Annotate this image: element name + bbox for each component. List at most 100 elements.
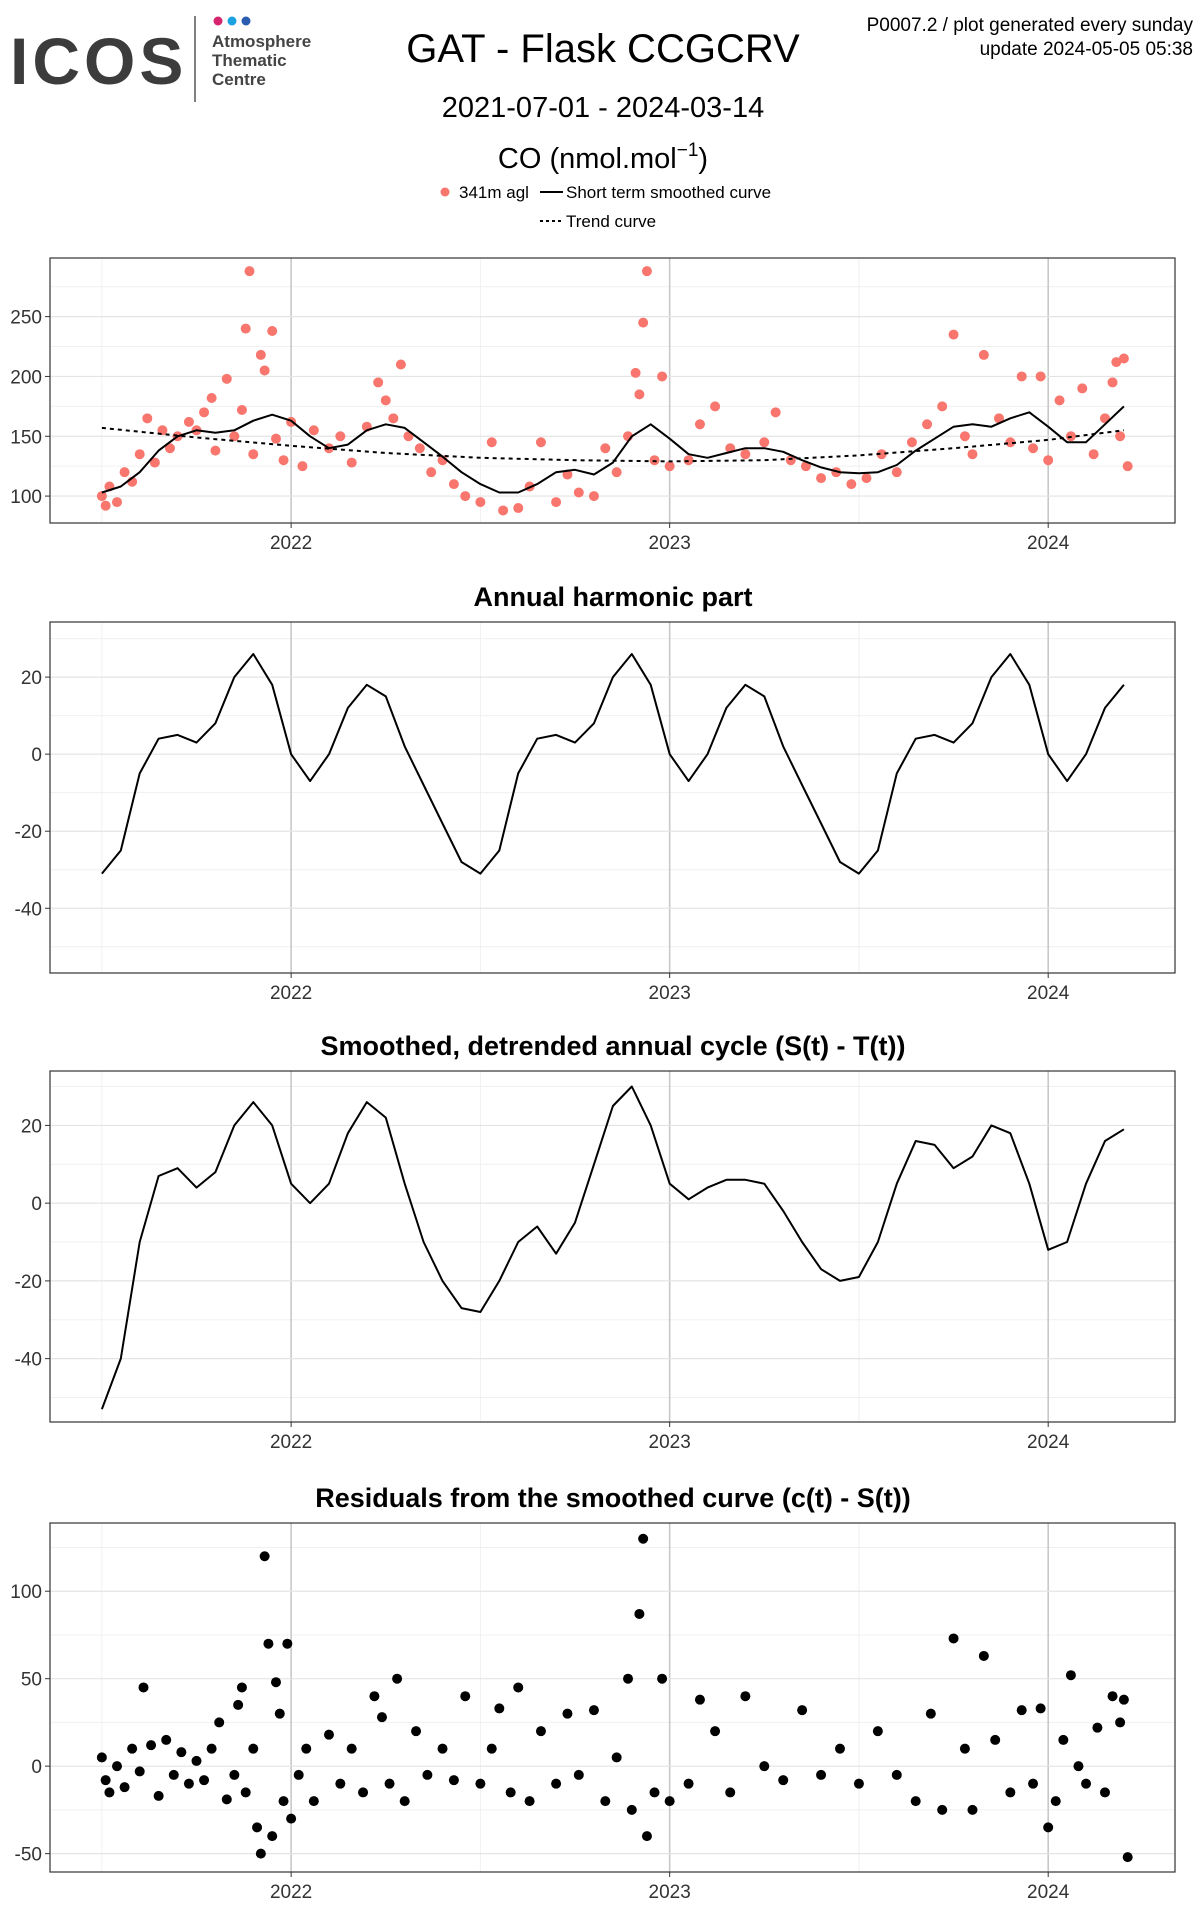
data-point — [853, 1778, 864, 1789]
data-point — [1035, 1703, 1046, 1714]
data-point — [1073, 1761, 1084, 1772]
y-tick-label: 200 — [10, 367, 42, 388]
x-tick-label: 2024 — [1027, 533, 1070, 554]
data-point — [588, 491, 599, 502]
data-point — [1122, 1852, 1133, 1863]
data-point — [1118, 353, 1129, 364]
data-point — [759, 437, 770, 448]
data-point — [486, 1743, 497, 1754]
data-point — [562, 1708, 573, 1719]
data-point — [448, 479, 459, 490]
data-point — [948, 1633, 959, 1644]
data-point — [112, 1761, 123, 1772]
data-point — [335, 1778, 346, 1789]
data-point — [623, 1673, 634, 1684]
data-point — [626, 1804, 637, 1815]
logo-dot — [241, 16, 251, 26]
data-point — [1107, 377, 1118, 388]
data-point — [199, 1775, 210, 1786]
data-point — [634, 1608, 645, 1619]
data-point — [146, 1740, 157, 1751]
data-point — [335, 431, 346, 442]
data-point — [551, 1778, 562, 1789]
x-tick-label: 2023 — [649, 533, 691, 554]
data-point — [649, 455, 660, 466]
y-tick-label: 250 — [10, 308, 42, 329]
data-point — [925, 1708, 936, 1719]
x-tick-label: 2024 — [1027, 1432, 1070, 1453]
logo: ICOS — [10, 24, 187, 98]
data-point — [255, 1848, 266, 1859]
y-tick-label: -40 — [15, 899, 42, 920]
data-point — [505, 1787, 516, 1798]
data-point — [834, 1743, 845, 1754]
curve-line — [101, 405, 1125, 494]
data-point — [778, 1775, 789, 1786]
data-point — [657, 371, 668, 382]
data-point — [346, 1743, 357, 1754]
y-tick-label: -40 — [15, 1350, 42, 1371]
data-point — [694, 419, 705, 430]
data-point — [906, 437, 917, 448]
data-point — [740, 449, 751, 460]
data-point — [1092, 1722, 1103, 1733]
plot-border — [49, 257, 1176, 524]
data-point — [710, 1726, 721, 1737]
data-point — [244, 266, 255, 277]
data-point — [267, 325, 278, 336]
plot-border — [49, 1522, 1176, 1873]
data-point — [800, 461, 811, 472]
legend-label: Short term smoothed curve — [566, 183, 771, 202]
data-point — [1088, 449, 1099, 460]
data-point — [358, 1787, 369, 1798]
data-point — [100, 1775, 111, 1786]
data-point — [369, 1691, 380, 1702]
data-point — [710, 401, 721, 412]
data-point — [96, 491, 107, 502]
data-point — [221, 1794, 232, 1805]
data-point — [664, 461, 675, 472]
data-point — [119, 467, 130, 478]
data-point — [270, 433, 281, 444]
data-point — [891, 467, 902, 478]
data-point — [183, 1778, 194, 1789]
data-point — [494, 1703, 505, 1714]
logo-dot — [227, 16, 237, 26]
plot-background — [50, 1523, 1175, 1872]
data-point — [937, 401, 948, 412]
x-tick-label: 2022 — [270, 533, 312, 554]
data-point — [176, 1747, 187, 1758]
curve-line — [100, 1085, 1125, 1410]
data-point — [1099, 1787, 1110, 1798]
data-point — [282, 1638, 293, 1649]
chart-subtitle: 2021-07-01 - 2024-03-14 — [442, 92, 764, 124]
data-point — [1118, 1694, 1129, 1705]
plot-background — [50, 258, 1175, 523]
data-point — [600, 443, 611, 454]
curve-line — [101, 653, 1125, 875]
data-point — [388, 413, 399, 424]
data-point — [1016, 1705, 1027, 1716]
data-point — [199, 407, 210, 418]
data-point — [1115, 1717, 1126, 1728]
data-point — [770, 407, 781, 418]
data-point — [346, 457, 357, 468]
y-tick-label: 100 — [10, 1582, 42, 1603]
data-point — [422, 1769, 433, 1780]
data-point — [657, 1673, 668, 1684]
x-tick-label: 2023 — [649, 1432, 691, 1453]
data-point — [978, 1650, 989, 1661]
plot-border — [49, 621, 1176, 974]
data-point — [259, 365, 270, 376]
info-line: P0007.2 / plot generated every sunday — [867, 15, 1194, 36]
data-point — [1111, 357, 1122, 368]
data-point — [683, 1778, 694, 1789]
data-point — [978, 349, 989, 360]
data-point — [236, 1682, 247, 1693]
data-point — [846, 479, 857, 490]
data-point — [278, 455, 289, 466]
data-point — [816, 473, 827, 484]
y-label-text: CO (nmol.mol — [498, 143, 677, 175]
data-point — [252, 1822, 263, 1833]
data-point — [1005, 437, 1016, 448]
